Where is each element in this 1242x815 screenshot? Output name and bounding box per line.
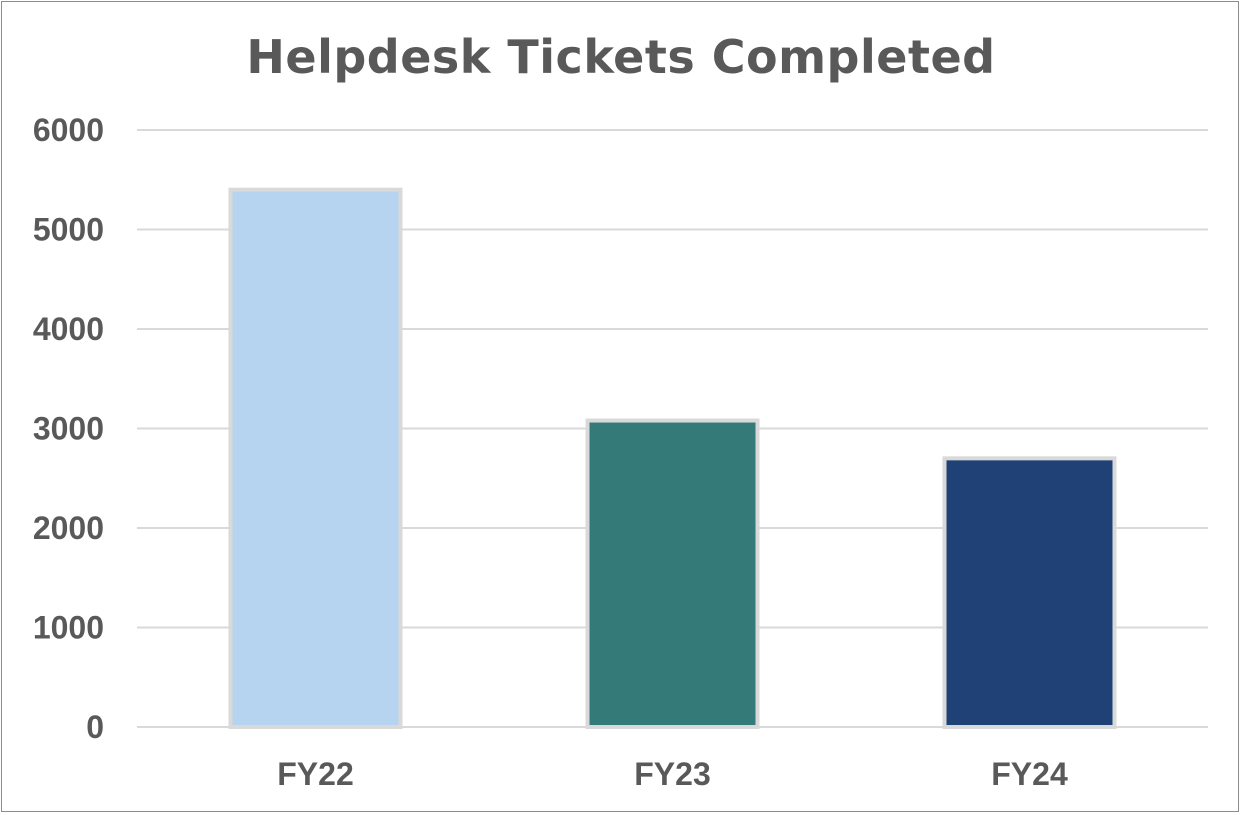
- y-tick-label: 6000: [33, 112, 104, 148]
- x-tick-label: FY23: [634, 756, 710, 792]
- x-tick-label: FY24: [991, 756, 1068, 792]
- chart-title: Helpdesk Tickets Completed: [246, 30, 996, 84]
- y-tick-label: 1000: [33, 610, 104, 646]
- y-tick-label: 2000: [33, 510, 104, 546]
- x-axis-tick-labels: FY22 FY23 FY24: [277, 756, 1068, 792]
- y-tick-label: 3000: [33, 411, 104, 447]
- x-tick-label: FY22: [277, 756, 353, 792]
- y-tick-label: 4000: [33, 311, 104, 347]
- bar-fy23: [585, 418, 760, 729]
- y-axis-tick-labels: 0 1000 2000 3000 4000 5000 6000: [33, 112, 104, 745]
- bar-fy22: [228, 187, 403, 729]
- bars: [228, 187, 1117, 729]
- y-tick-label: 5000: [33, 212, 104, 248]
- bar-fy24: [942, 456, 1117, 729]
- y-tick-label: 0: [86, 709, 104, 745]
